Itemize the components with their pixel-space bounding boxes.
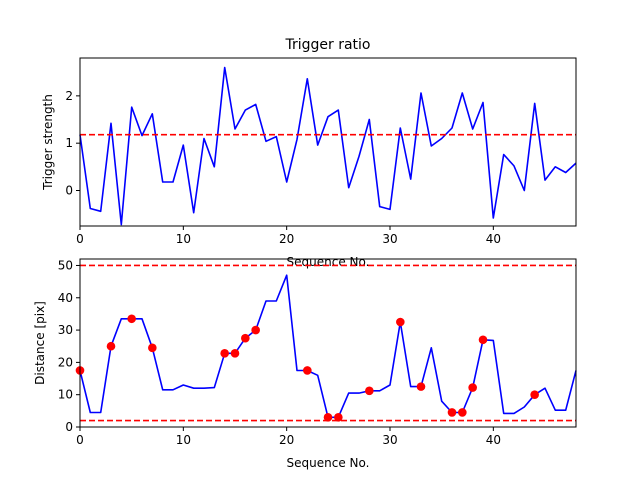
chart-2-plot: 0 10 20 30 40 0 10 20 30 40 50 [58,258,577,447]
chart-1-plot: 0 10 20 30 40 0 1 2 [65,57,577,246]
x-tick-label: 20 [279,433,294,447]
y-tick-label: 2 [65,89,73,103]
chart-2-marker [230,349,240,358]
chart-2-marker [241,333,250,343]
x-tick-label: 0 [76,232,84,246]
y-tick-label: 10 [58,388,73,402]
chart-2-marker [530,390,539,399]
chart-2-axes-frame [79,258,577,428]
y-tick-label: 30 [58,323,73,337]
x-tick-label: 30 [382,232,397,246]
chart-2-marker [334,413,343,422]
x-tick-label: 40 [486,232,501,246]
x-tick-label: 40 [486,433,501,447]
chart-2-marker [251,325,260,335]
chart-2-marker [220,349,229,358]
x-tick-label: 20 [279,232,294,246]
chart-2-marker [458,408,467,417]
x-tick-label: 10 [176,433,191,447]
y-tick-label: 0 [65,420,73,434]
chart-2-marker [127,314,136,324]
x-tick-label: 30 [382,433,397,447]
y-tick-label: 40 [58,291,73,305]
chart-1-xlabel: Sequence No. [287,255,370,269]
chart-1-series-line [79,66,577,226]
y-tick-label: 50 [58,258,73,272]
chart-2-marker [447,408,457,417]
y-tick-label: 0 [65,184,73,198]
chart-2-marker [468,383,477,392]
x-tick-label: 0 [76,433,84,447]
chart-1-ylabel: Trigger strength [41,94,55,191]
chart-2-marker [416,382,426,391]
chart-1-title: Trigger ratio [284,37,370,53]
chart-2-marker [365,386,374,396]
chart-2-xlabel: Sequence No. [287,456,370,470]
chart-1-axes-frame [79,57,577,227]
x-tick-label: 10 [176,232,191,246]
y-tick-label: 20 [58,355,73,369]
y-tick-label: 1 [65,136,73,150]
chart-2-marker [323,413,333,422]
chart-2-marker [478,335,488,345]
chart-2-marker [396,317,405,327]
chart-2-ylabel: Distance [pix] [33,301,47,385]
chart-2-marker [303,366,312,375]
chart-2-marker [106,341,116,351]
chart-2-marker [148,343,157,353]
